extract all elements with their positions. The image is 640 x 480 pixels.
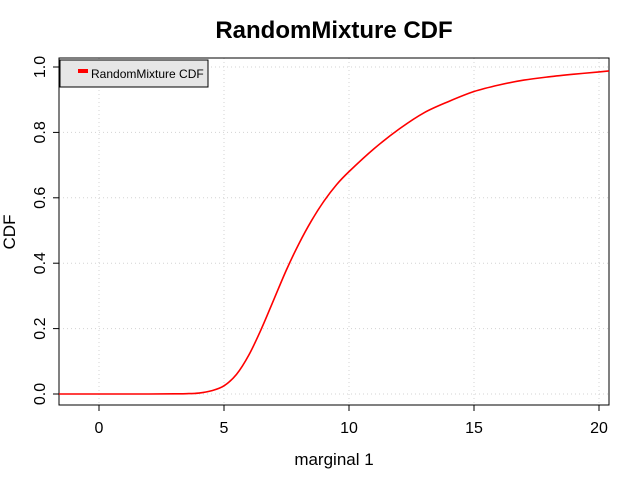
y-axis-label: CDF: [0, 215, 19, 250]
x-axis: 0 5 10 15 20: [95, 405, 608, 437]
x-tick-label: 20: [590, 420, 608, 437]
y-tick-label: 0.6: [32, 187, 49, 209]
legend-entry: RandomMixture CDF: [91, 67, 204, 81]
y-tick-label: 0.4: [32, 252, 49, 274]
y-tick-label: 0.0: [32, 383, 49, 405]
y-tick-label: 1.0: [32, 56, 49, 78]
legend-swatch: [78, 69, 88, 73]
y-axis: 0.0 0.2 0.4 0.6 0.8 1.0: [32, 56, 59, 405]
x-axis-label: marginal 1: [294, 450, 373, 469]
chart-title: RandomMixture CDF: [215, 17, 452, 44]
y-tick-label: 0.2: [32, 317, 49, 339]
legend: RandomMixture CDF: [59, 59, 209, 88]
x-tick-label: 0: [95, 420, 104, 437]
y-tick-label: 0.8: [32, 121, 49, 143]
series-line-0: [59, 70, 610, 395]
x-tick-label: 15: [465, 420, 483, 437]
series-layer: [59, 70, 610, 395]
x-tick-label: 10: [340, 420, 358, 437]
grid: [59, 58, 609, 405]
x-tick-label: 5: [220, 420, 229, 437]
plot-frame: [58, 57, 610, 406]
legend-box: [59, 59, 209, 88]
